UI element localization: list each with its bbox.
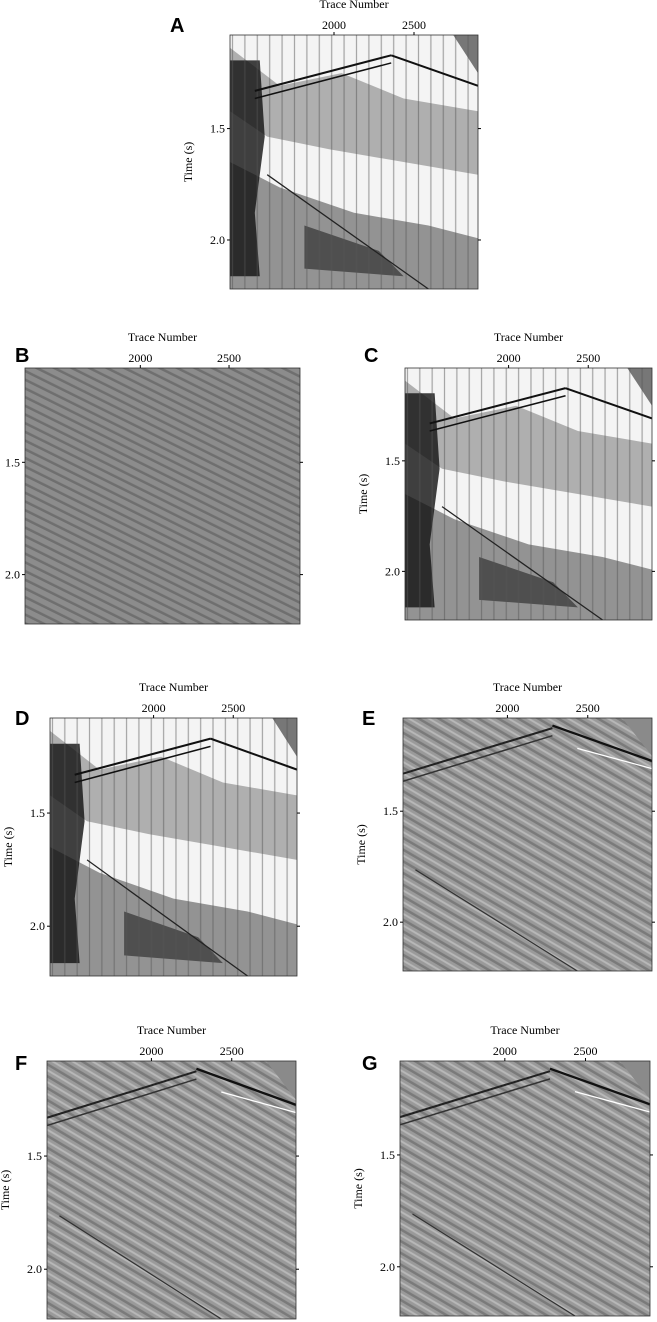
x-axis-title: Trace Number <box>137 1023 206 1037</box>
x-tick-label: 2500 <box>217 351 241 365</box>
y-tick-label: 2.0 <box>5 568 20 582</box>
y-axis-title: Time (s) <box>1 827 15 868</box>
y-axis-title: Time (s) <box>351 1168 365 1209</box>
panel-label: E <box>362 708 375 730</box>
image-frame <box>402 717 653 972</box>
x-tick-label: 2000 <box>139 1044 163 1058</box>
y-tick-label: 1.5 <box>385 454 400 468</box>
seismic-image <box>25 368 300 624</box>
panel-label: G <box>362 1053 378 1075</box>
panel-label: A <box>170 15 184 37</box>
y-tick-label: 1.5 <box>210 122 225 136</box>
x-tick-label: 2000 <box>128 351 152 365</box>
y-tick-label: 2.0 <box>385 564 400 578</box>
x-tick-label: 2500 <box>573 1044 597 1058</box>
image-frame <box>399 1060 651 1317</box>
seismic-image <box>403 718 652 971</box>
x-axis-title: Trace Number <box>493 680 562 694</box>
panel-label: C <box>364 345 378 367</box>
x-tick-label: 2000 <box>497 351 521 365</box>
x-tick-label: 2500 <box>576 351 600 365</box>
y-axis-title: Time (s) <box>0 1170 12 1211</box>
y-tick-label: 2.0 <box>210 233 225 247</box>
seismic-image <box>400 1061 650 1316</box>
y-axis-title: Time (s) <box>354 824 368 865</box>
panel-label: D <box>15 708 29 730</box>
seismic-image <box>50 718 297 976</box>
y-axis-title: Time (s) <box>356 474 370 515</box>
x-tick-label: 2000 <box>493 1044 517 1058</box>
image-frame <box>24 367 301 625</box>
x-tick-label: 2500 <box>576 701 600 715</box>
x-tick-label: 2000 <box>322 18 346 32</box>
x-tick-label: 2500 <box>221 701 245 715</box>
x-tick-label: 2500 <box>402 18 426 32</box>
panel-label: F <box>15 1053 27 1075</box>
y-tick-label: 2.0 <box>27 1262 42 1276</box>
y-tick-label: 1.5 <box>27 1149 42 1163</box>
x-axis-title: Trace Number <box>490 1023 559 1037</box>
y-tick-label: 1.5 <box>5 455 20 469</box>
x-tick-label: 2000 <box>142 701 166 715</box>
x-axis-title: Trace Number <box>128 330 197 344</box>
x-axis-title: Trace Number <box>139 680 208 694</box>
image-frame <box>46 1060 297 1320</box>
y-tick-label: 2.0 <box>383 915 398 929</box>
seismic-image <box>230 35 478 289</box>
y-axis-title: Time (s) <box>181 142 195 183</box>
seismic-image <box>405 368 652 620</box>
x-axis-title: Trace Number <box>494 330 563 344</box>
x-tick-label: 2000 <box>495 701 519 715</box>
panel-label: B <box>15 345 29 367</box>
x-axis-title: Trace Number <box>319 0 388 11</box>
x-tick-label: 2500 <box>220 1044 244 1058</box>
y-tick-label: 2.0 <box>380 1260 395 1274</box>
y-tick-label: 1.5 <box>380 1148 395 1162</box>
image-frame <box>229 34 479 290</box>
image-frame <box>49 717 298 977</box>
y-tick-label: 1.5 <box>30 806 45 820</box>
y-tick-label: 1.5 <box>383 804 398 818</box>
y-tick-label: 2.0 <box>30 919 45 933</box>
image-frame <box>404 367 653 621</box>
seismic-image <box>47 1061 296 1319</box>
